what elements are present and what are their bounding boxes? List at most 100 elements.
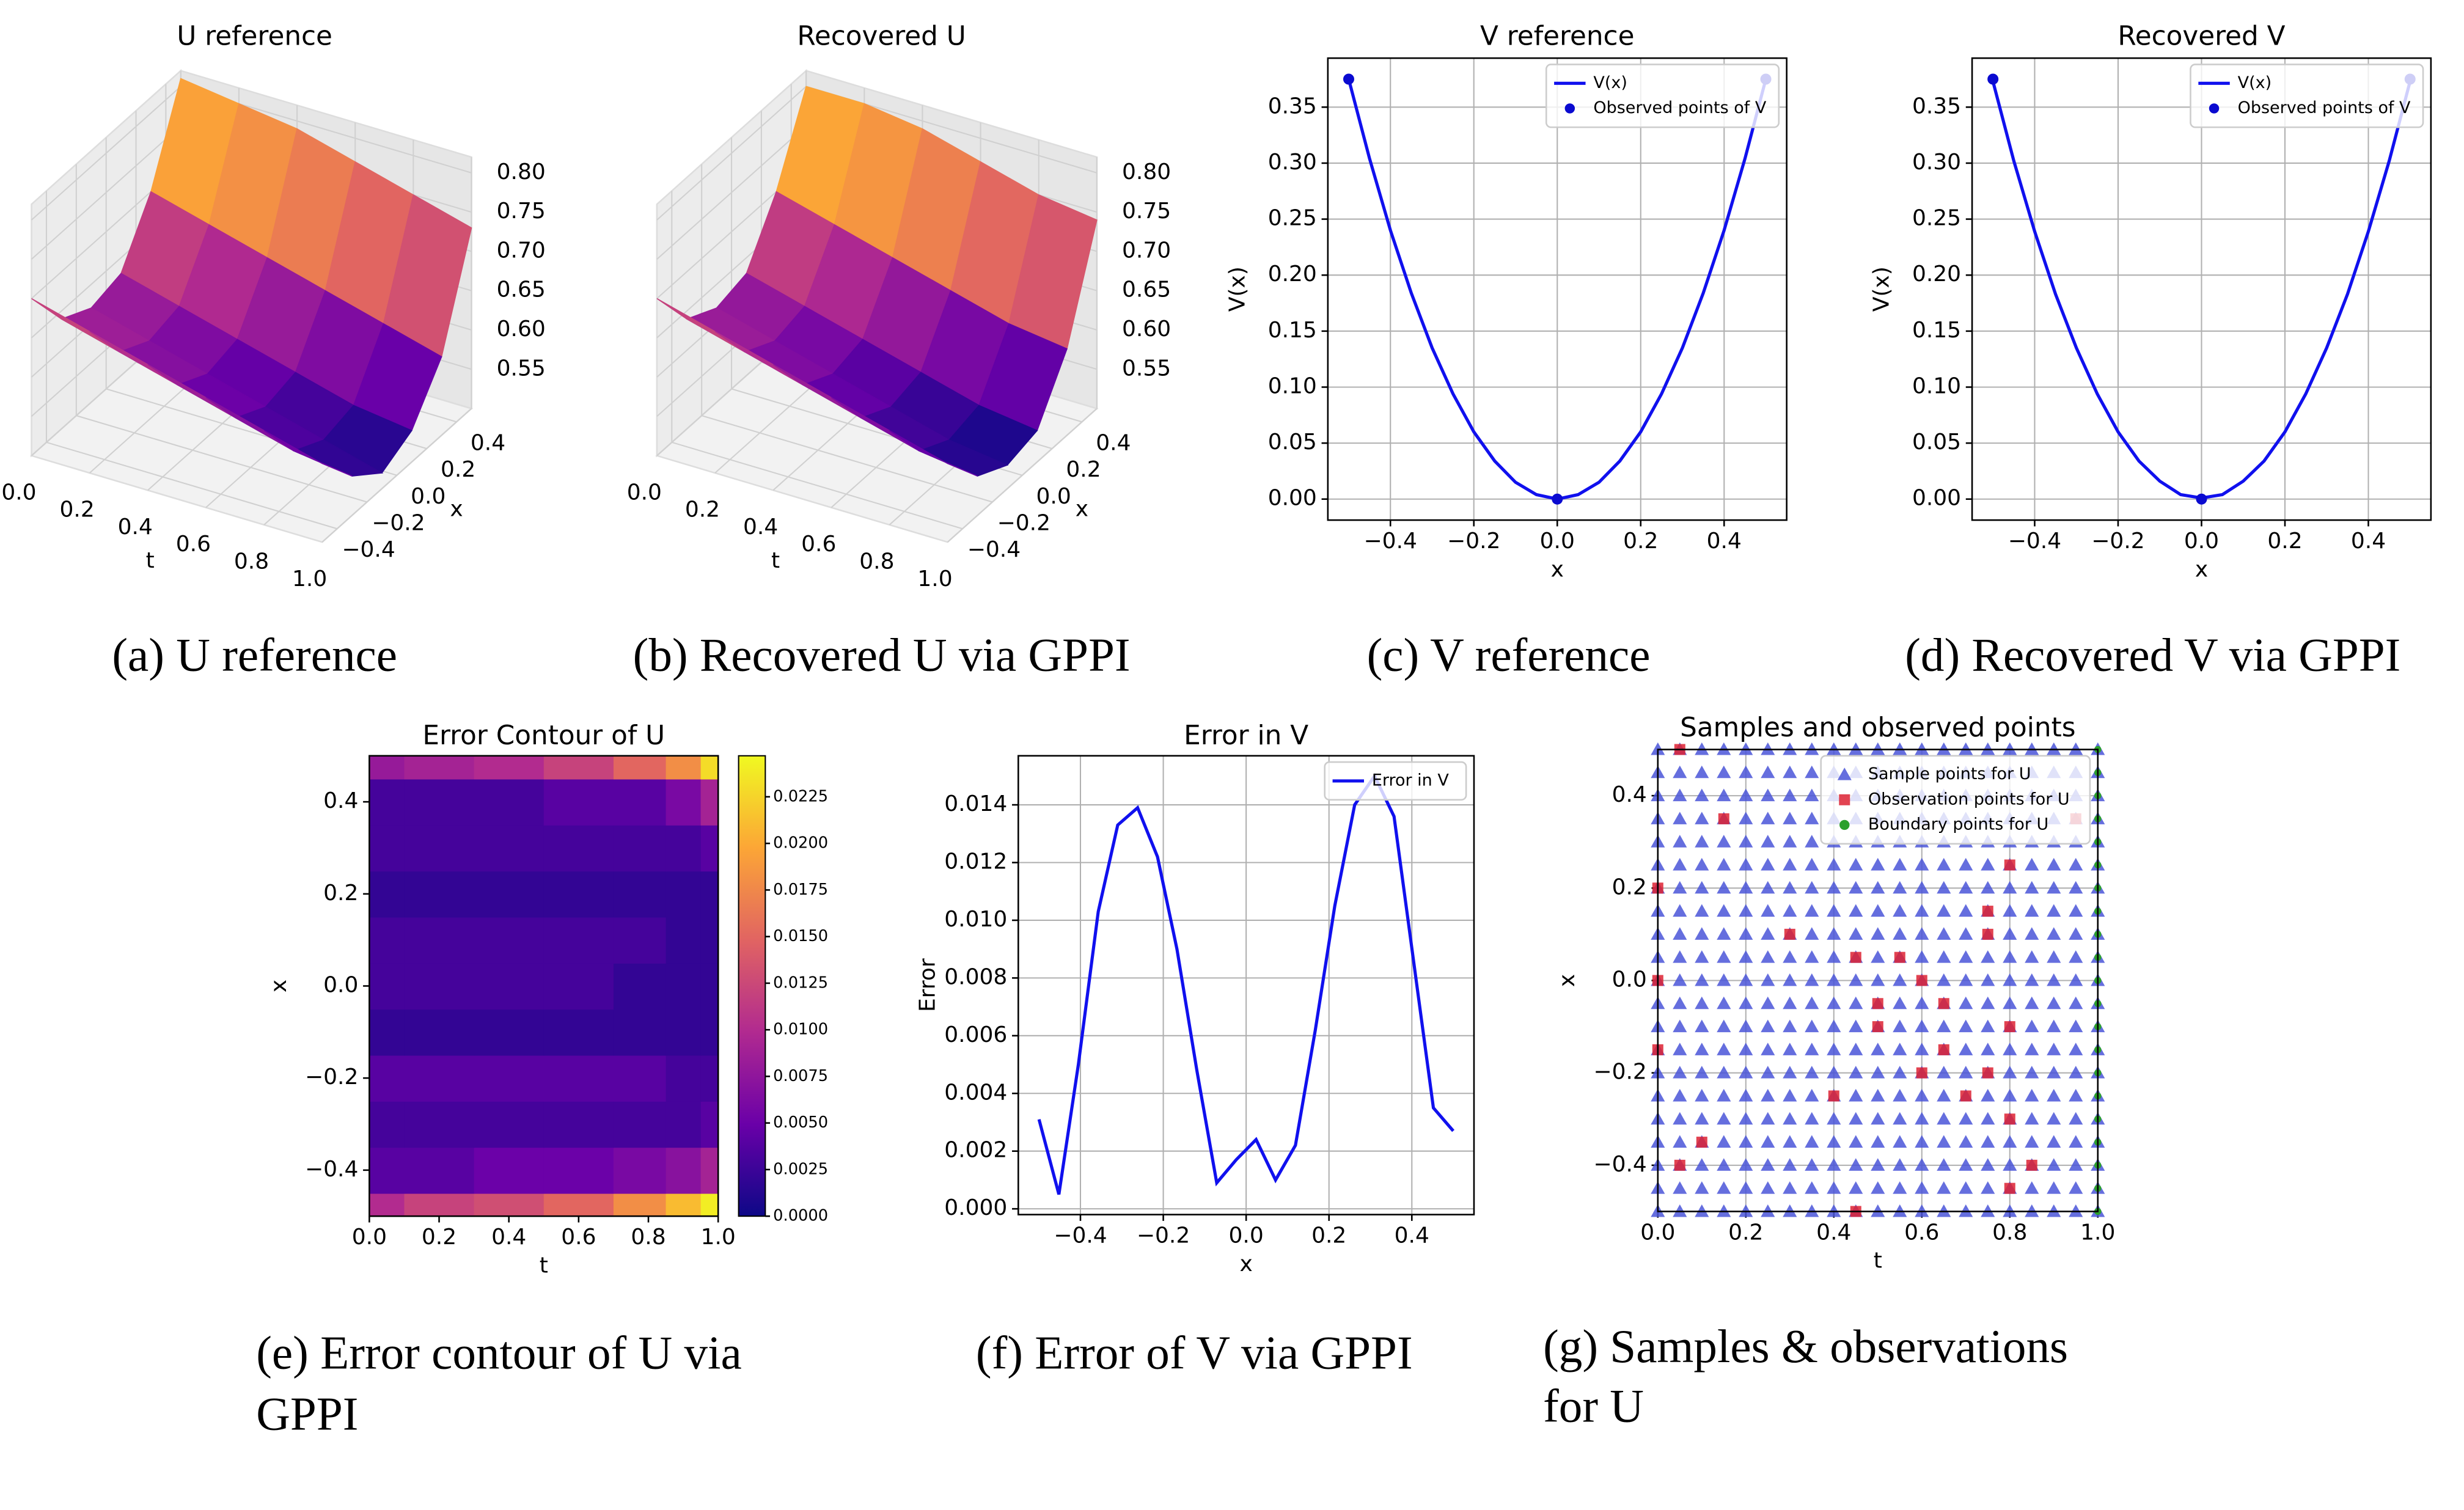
sample-point: [1695, 788, 1709, 802]
sample-point: [1739, 1135, 1753, 1148]
grid-line: [701, 415, 993, 503]
legend-label: Boundary points for U: [1868, 815, 2048, 834]
sample-point: [1893, 904, 1907, 917]
x-tick-label: 0.0: [1, 480, 36, 505]
sample-point: [1695, 1181, 1709, 1194]
sample-point: [1805, 1112, 1819, 1125]
heat-cell: [700, 871, 719, 918]
sample-point: [1805, 950, 1819, 963]
x-tick-label: 0.2: [685, 497, 720, 522]
y-tick-label: 0.2: [1612, 874, 1647, 900]
point: [1828, 1090, 1839, 1102]
heat-cell: [543, 1055, 614, 1102]
sample-point: [2025, 1019, 2039, 1033]
point: [1938, 1044, 1949, 1055]
heat-cell: [613, 755, 667, 780]
heat-cell: [369, 1055, 405, 1102]
sample-point: [1981, 881, 1995, 894]
grid-line: [31, 86, 182, 221]
point: [1784, 928, 1795, 940]
x-tick-label: 0.6: [801, 532, 836, 557]
sample-point: [2047, 1135, 2061, 1148]
x-tick-label: 0.2: [1311, 1223, 1346, 1248]
sample-point: [1805, 1158, 1819, 1171]
x-tick-label: 0.2: [1728, 1220, 1763, 1245]
sample-point: [1739, 1112, 1753, 1125]
heat-cell: [543, 755, 614, 780]
sample-point: [2003, 950, 2017, 963]
heat-cell: [613, 1055, 667, 1102]
sample-point: [1695, 812, 1709, 824]
sample-point: [2069, 1135, 2083, 1148]
sample-point: [2069, 996, 2083, 1010]
sample-point: [1849, 1181, 1863, 1194]
sample-point: [1827, 996, 1841, 1010]
y-axis-label: x: [1555, 974, 1580, 987]
heat-cell: [543, 917, 614, 964]
x-tick-label: 0.8: [234, 549, 269, 574]
legend-swatch: [1839, 794, 1850, 805]
sample-point: [1673, 1019, 1687, 1033]
sample-point: [1717, 1135, 1731, 1148]
point: [1696, 1137, 1707, 1148]
sample-point: [1849, 881, 1863, 894]
sample-point: [2025, 1112, 2039, 1125]
heat-cell: [474, 962, 544, 1010]
caption: (g) Samples & observations: [1543, 1320, 2068, 1373]
sample-point: [1739, 927, 1753, 940]
sample-point: [1673, 973, 1687, 986]
point: [1938, 998, 1949, 1010]
sample-point: [2047, 1181, 2061, 1194]
colorbar-tick-label: 0.0100: [773, 1021, 828, 1039]
sample-point: [1783, 857, 1797, 871]
sample-point: [2003, 904, 2017, 917]
sample-point: [1915, 1135, 1929, 1148]
heat-cell: [613, 1101, 667, 1148]
sample-point: [1805, 881, 1819, 894]
y-tick-label: 0.30: [1912, 150, 1961, 175]
sample-point: [1827, 950, 1841, 963]
heat-cell: [474, 1009, 544, 1056]
sample-point: [1959, 881, 1973, 894]
colorbar-tick-label: 0.0125: [773, 973, 828, 992]
heat-cell: [666, 755, 702, 780]
sample-point: [1739, 1019, 1753, 1033]
sample-point: [1761, 1112, 1775, 1125]
sample-point: [1761, 1066, 1775, 1079]
heat-cell: [666, 824, 702, 872]
sample-point: [1717, 1158, 1731, 1171]
caption: (e) Error contour of U via: [256, 1326, 742, 1379]
y-tick-label: 0.05: [1268, 430, 1317, 455]
x-tick-label: 0.0: [2184, 529, 2219, 554]
sample-point: [1871, 881, 1885, 894]
heat-cell: [613, 1193, 667, 1217]
caption: (d) Recovered V via GPPI: [1905, 629, 2400, 681]
legend-label: Observation points for U: [1868, 790, 2070, 808]
sample-point: [1805, 996, 1819, 1010]
sample-point: [1827, 881, 1841, 894]
sample-point: [1761, 857, 1775, 871]
sample-point: [1761, 1135, 1775, 1148]
sample-point: [2003, 1158, 2017, 1171]
sample-point: [2003, 1135, 2017, 1148]
heat-cell: [543, 1147, 614, 1194]
x-tick-label: 0.0: [627, 480, 662, 505]
point: [2004, 1182, 2015, 1194]
plot-frame: [1971, 57, 2432, 521]
sample-point: [1893, 1181, 1907, 1194]
y-tick-label: 0.008: [944, 964, 1007, 989]
sample-point: [2047, 973, 2061, 986]
sample-point: [1805, 1088, 1819, 1102]
y-axis-label: x: [450, 496, 463, 521]
sample-point: [2003, 1066, 2017, 1079]
sample-point: [2069, 973, 2083, 986]
heat-cell: [404, 871, 475, 918]
sample-point: [1893, 1088, 1907, 1102]
z-tick-label: 0.65: [1122, 277, 1171, 302]
y-tick-label: 0.25: [1268, 206, 1317, 231]
y-tick-label: 0.0: [323, 972, 358, 997]
heat-cell: [369, 871, 405, 918]
sample-point: [2003, 973, 2017, 986]
sample-point: [1805, 857, 1819, 871]
heat-cell: [474, 824, 544, 872]
